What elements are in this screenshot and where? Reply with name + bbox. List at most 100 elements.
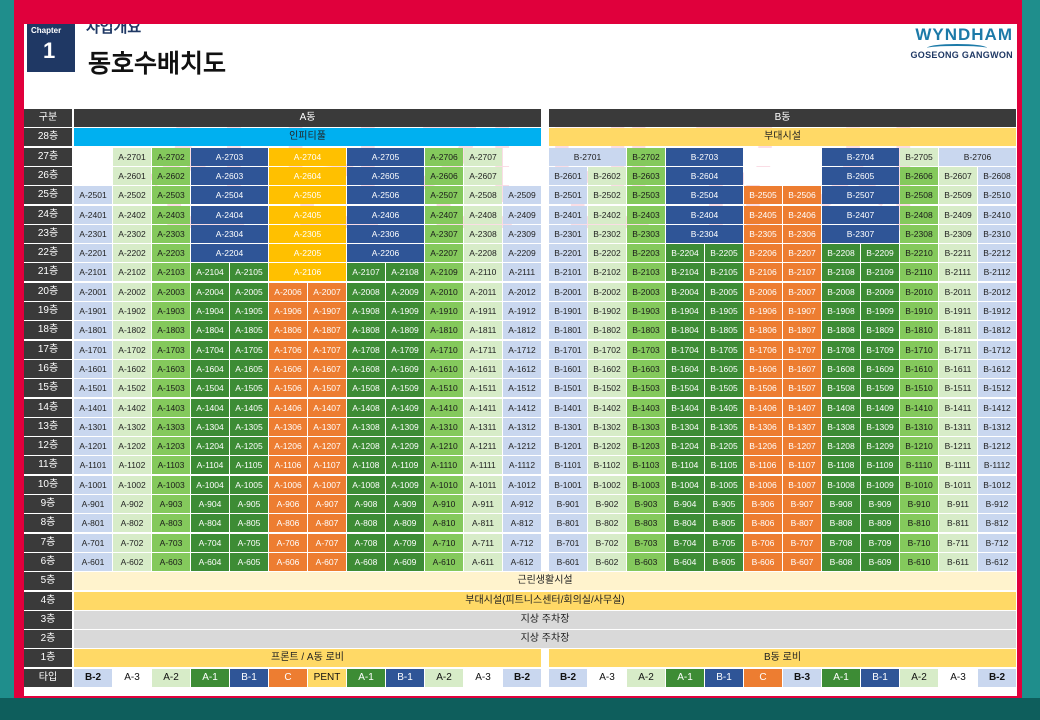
unit-cell[interactable]: A-1801 [74, 321, 112, 340]
unit-cell[interactable]: A-2401 [74, 205, 112, 224]
unit-cell[interactable]: B-2401 [549, 205, 587, 224]
unit-cell[interactable]: A-1006 [269, 475, 307, 494]
unit-cell[interactable]: B-708 [822, 533, 860, 552]
unit-cell[interactable]: B-2509 [939, 186, 977, 205]
unit-cell[interactable]: A-1511 [464, 379, 502, 398]
unit-cell[interactable]: A-601 [74, 552, 112, 571]
unit-cell[interactable]: A-2004 [191, 282, 229, 301]
unit-cell[interactable]: B-2011 [939, 282, 977, 301]
unit-cell[interactable]: A-1609 [386, 359, 424, 378]
unit-cell[interactable]: A-1101 [74, 456, 112, 475]
unit-cell[interactable]: A-703 [152, 533, 190, 552]
unit-cell[interactable]: B-2309 [939, 224, 977, 243]
unit-cell[interactable]: B-1804 [666, 321, 704, 340]
unit-cell[interactable]: A-1106 [269, 456, 307, 475]
unit-cell[interactable]: B-1711 [939, 340, 977, 359]
unit-cell[interactable]: A-2107 [347, 263, 385, 282]
unit-cell[interactable]: A-2010 [425, 282, 463, 301]
unit-cell[interactable]: B-1710 [900, 340, 938, 359]
unit-cell[interactable]: A-2110 [464, 263, 502, 282]
unit-cell[interactable]: A-1003 [152, 475, 190, 494]
unit-cell[interactable]: A-1011 [464, 475, 502, 494]
unit-cell[interactable]: A-809 [386, 514, 424, 533]
unit-cell[interactable]: B-1504 [666, 379, 704, 398]
unit-cell[interactable]: A-1612 [503, 359, 541, 378]
unit-cell[interactable]: A-2507 [425, 186, 463, 205]
unit-cell[interactable]: A-2702 [152, 147, 190, 166]
unit-cell[interactable]: B-1003 [627, 475, 665, 494]
unit-cell[interactable]: A-801 [74, 514, 112, 533]
unit-cell[interactable]: A-2707 [464, 147, 502, 166]
unit-cell[interactable]: B-2305 [744, 224, 782, 243]
unit-cell[interactable]: B-2302 [588, 224, 626, 243]
unit-cell[interactable]: A-2008 [347, 282, 385, 301]
unit-cell[interactable]: A-2704 [269, 147, 346, 166]
unit-cell[interactable]: B-1902 [588, 302, 626, 320]
unit-cell[interactable]: A-903 [152, 495, 190, 513]
unit-cell[interactable]: B-1810 [900, 321, 938, 340]
unit-cell[interactable]: A-1610 [425, 359, 463, 378]
unit-cell[interactable]: B-1109 [861, 456, 899, 475]
unit-cell[interactable]: A-904 [191, 495, 229, 513]
unit-cell[interactable]: B-1204 [666, 437, 704, 456]
unit-cell[interactable]: B-912 [978, 495, 1016, 513]
unit-cell[interactable]: A-2601 [113, 166, 151, 185]
unit-cell[interactable]: B-1307 [783, 417, 821, 436]
unit-cell[interactable]: B-2606 [900, 166, 938, 185]
unit-cell[interactable]: A-2404 [191, 205, 268, 224]
unit-cell[interactable]: A-2108 [386, 263, 424, 282]
unit-cell[interactable]: B-1708 [822, 340, 860, 359]
unit-cell[interactable]: A-1305 [230, 417, 268, 436]
unit-cell[interactable]: B-1512 [978, 379, 1016, 398]
unit-cell[interactable]: A-1312 [503, 417, 541, 436]
unit-cell[interactable]: B-1408 [822, 398, 860, 417]
unit-cell[interactable]: A-2105 [230, 263, 268, 282]
unit-cell[interactable]: B-2608 [978, 166, 1016, 185]
unit-cell[interactable]: A-1308 [347, 417, 385, 436]
unit-cell[interactable]: B-1311 [939, 417, 977, 436]
unit-cell[interactable]: B-1211 [939, 437, 977, 456]
unit-cell[interactable]: A-1212 [503, 437, 541, 456]
unit-cell[interactable]: A-1412 [503, 398, 541, 417]
unit-cell[interactable]: A-2406 [347, 205, 424, 224]
unit-cell[interactable]: A-1407 [308, 398, 346, 417]
unit-cell[interactable]: B-607 [783, 552, 821, 571]
unit-cell[interactable]: A-1208 [347, 437, 385, 456]
unit-cell[interactable]: A-1306 [269, 417, 307, 436]
unit-cell[interactable]: B-1410 [900, 398, 938, 417]
unit-cell[interactable]: A-2308 [464, 224, 502, 243]
unit-cell[interactable]: A-2503 [152, 186, 190, 205]
unit-cell[interactable]: A-2011 [464, 282, 502, 301]
unit-cell[interactable]: A-1012 [503, 475, 541, 494]
unit-cell[interactable]: A-1708 [347, 340, 385, 359]
unit-cell[interactable]: B-707 [783, 533, 821, 552]
unit-cell[interactable]: A-610 [425, 552, 463, 571]
unit-cell[interactable]: A-906 [269, 495, 307, 513]
unit-cell[interactable]: A-1811 [464, 321, 502, 340]
unit-cell[interactable]: A-1108 [347, 456, 385, 475]
unit-cell[interactable]: A-1710 [425, 340, 463, 359]
unit-cell[interactable]: B-1002 [588, 475, 626, 494]
unit-cell[interactable]: A-1107 [308, 456, 346, 475]
unit-cell[interactable]: B-611 [939, 552, 977, 571]
unit-cell[interactable]: A-604 [191, 552, 229, 571]
unit-cell[interactable]: B-1601 [549, 359, 587, 378]
unit-cell[interactable]: A-1004 [191, 475, 229, 494]
unit-cell[interactable]: B-804 [666, 514, 704, 533]
unit-cell[interactable]: A-1806 [269, 321, 307, 340]
unit-cell[interactable]: A-606 [269, 552, 307, 571]
unit-cell[interactable]: B-2502 [588, 186, 626, 205]
unit-cell[interactable]: A-1002 [113, 475, 151, 494]
unit-cell[interactable]: B-612 [978, 552, 1016, 571]
unit-cell[interactable]: A-1601 [74, 359, 112, 378]
unit-cell[interactable]: A-2209 [503, 244, 541, 263]
unit-cell[interactable]: A-1202 [113, 437, 151, 456]
unit-cell[interactable]: A-1211 [464, 437, 502, 456]
unit-cell[interactable]: A-702 [113, 533, 151, 552]
unit-cell[interactable]: B-2307 [822, 224, 899, 243]
unit-cell[interactable]: B-2211 [939, 244, 977, 263]
unit-cell[interactable]: A-1810 [425, 321, 463, 340]
unit-cell[interactable]: B-2204 [666, 244, 704, 263]
unit-cell[interactable]: A-1808 [347, 321, 385, 340]
unit-cell[interactable]: B-1602 [588, 359, 626, 378]
